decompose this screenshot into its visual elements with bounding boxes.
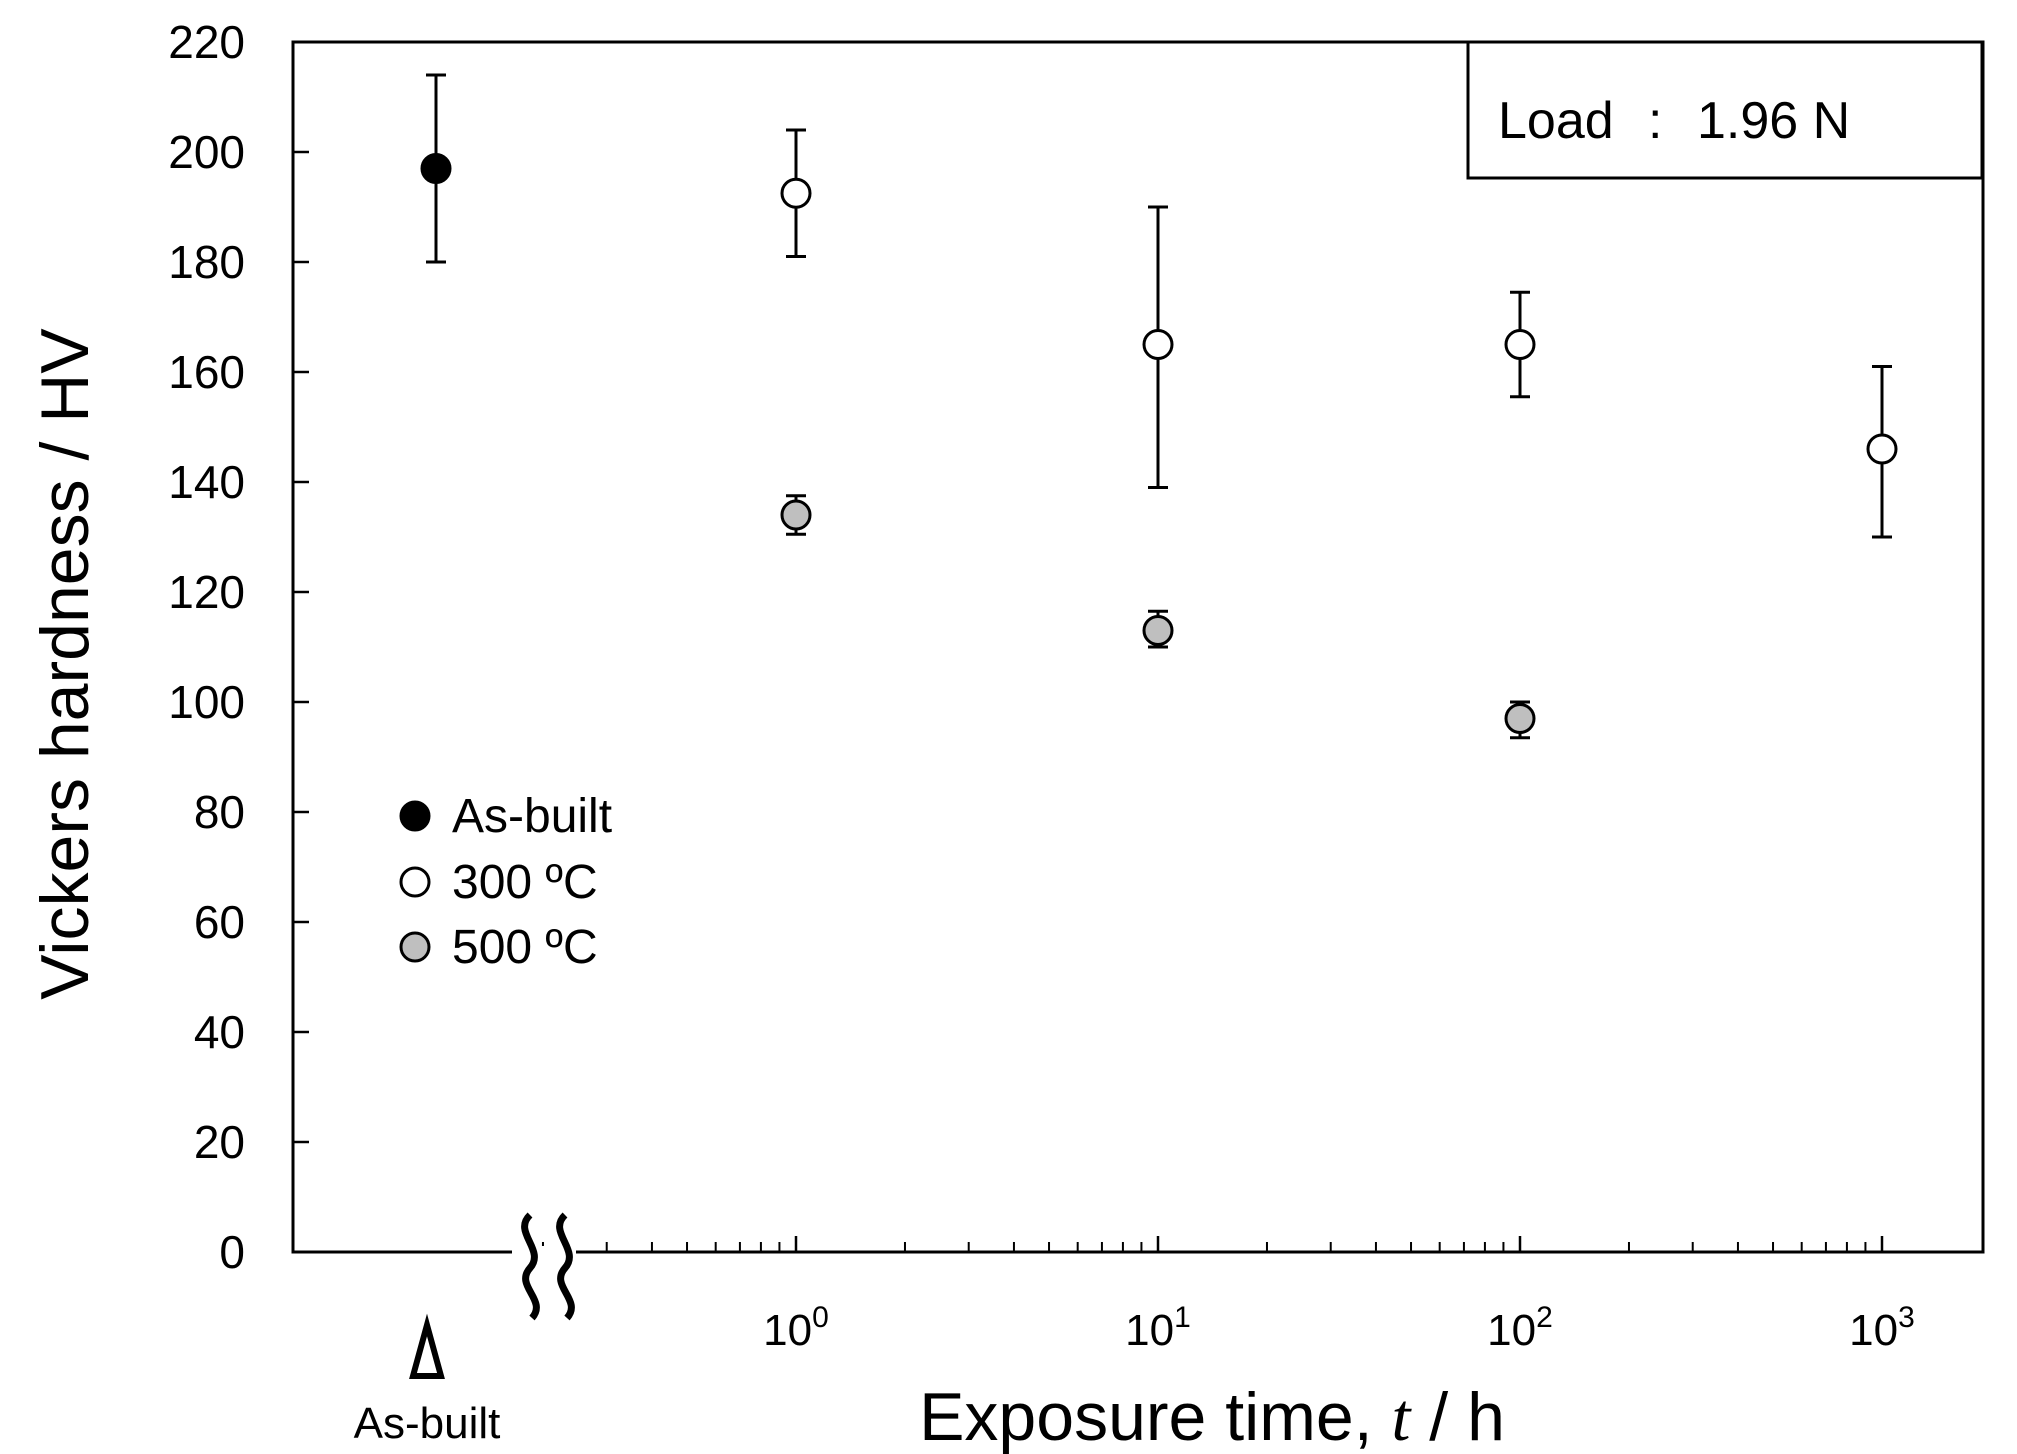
x-tick-label-base: 10: [1125, 1306, 1174, 1355]
legend: As-built 300 ºC 500 ºC: [399, 790, 612, 974]
y-tick-label: 60: [194, 896, 245, 948]
series-0: [420, 73, 452, 264]
data-point: [1142, 329, 1174, 360]
data-point: [1504, 703, 1536, 734]
load-annotation: Load : 1.96 N: [1466, 40, 1984, 180]
data-point: [1142, 615, 1174, 646]
x-tick-label-base: 10: [1849, 1306, 1898, 1355]
y-tick-label: 220: [168, 16, 245, 68]
axis-break-gap: [512, 1246, 576, 1258]
x-axis-title-variable: t: [1392, 1379, 1413, 1454]
x-tick-label-base: 10: [763, 1306, 812, 1355]
y-tick-label: 200: [168, 126, 245, 178]
y-tick-label: 0: [219, 1226, 245, 1278]
load-annotation-separator: :: [1648, 92, 1662, 150]
y-tick-label: 180: [168, 236, 245, 288]
as-built-category-label: As-built: [354, 1399, 501, 1448]
axis-break-symbol: [521, 1212, 575, 1321]
as-built-triangle-icon: [409, 1313, 445, 1379]
x-tick-label-exponent: 0: [812, 1301, 829, 1334]
y-tick-label: 120: [168, 566, 245, 618]
legend-label-as-built: As-built: [452, 790, 612, 843]
legend-label-300c: 300 ºC: [452, 856, 598, 909]
y-tick-label: 80: [194, 786, 245, 838]
y-axis-title: Vickers hardness / HV: [27, 328, 103, 1000]
data-point: [780, 499, 812, 531]
plot-area: [291, 40, 1985, 1254]
legend-marker-500c: [399, 931, 431, 963]
y-tick-label: 160: [168, 346, 245, 398]
y-tick-label: 40: [194, 1006, 245, 1058]
series-2: [780, 494, 1536, 740]
plot-frame: [291, 40, 1985, 1254]
x-tick-label-exponent: 3: [1898, 1301, 1915, 1334]
y-tick-label: 100: [168, 676, 245, 728]
axis-break-squiggle-2: [556, 1212, 575, 1321]
legend-marker-as-built: [399, 800, 431, 832]
x-axis-title-text: Exposure time,: [919, 1379, 1391, 1454]
legend-label-500c: 500 ºC: [452, 921, 598, 974]
x-tick-label-exponent: 2: [1536, 1301, 1553, 1334]
y-axis: 0 20 40 60 80 100 120 140 160 180 200 220: [168, 16, 309, 1278]
x-tick-label: 100: [763, 1301, 829, 1355]
load-annotation-value: 1.96 N: [1697, 92, 1850, 150]
x-axis: 100 101 102 103: [512, 1236, 1915, 1355]
x-tick-label: 101: [1125, 1301, 1191, 1355]
x-tick-label-exponent: 1: [1174, 1301, 1191, 1334]
series-1: [780, 128, 1898, 539]
data-point: [420, 153, 452, 184]
data-point: [1866, 433, 1898, 465]
load-annotation-label: Load: [1498, 92, 1614, 150]
x-axis-title: Exposure time, t / h: [919, 1379, 1505, 1454]
y-tick-label: 20: [194, 1116, 245, 1168]
y-tick-label: 140: [168, 456, 245, 508]
x-tick-label: 103: [1849, 1301, 1915, 1355]
axis-break-squiggle-1: [521, 1212, 540, 1321]
series-layer: [420, 73, 1898, 740]
data-point: [780, 177, 812, 209]
x-tick-label-base: 10: [1487, 1306, 1536, 1355]
data-point: [1504, 329, 1536, 360]
x-tick-label: 102: [1487, 1301, 1553, 1355]
x-axis-title-unit: / h: [1410, 1379, 1505, 1454]
as-built-category: As-built: [354, 1313, 501, 1448]
load-annotation-box: [1466, 40, 1984, 180]
legend-marker-300c: [399, 866, 431, 898]
